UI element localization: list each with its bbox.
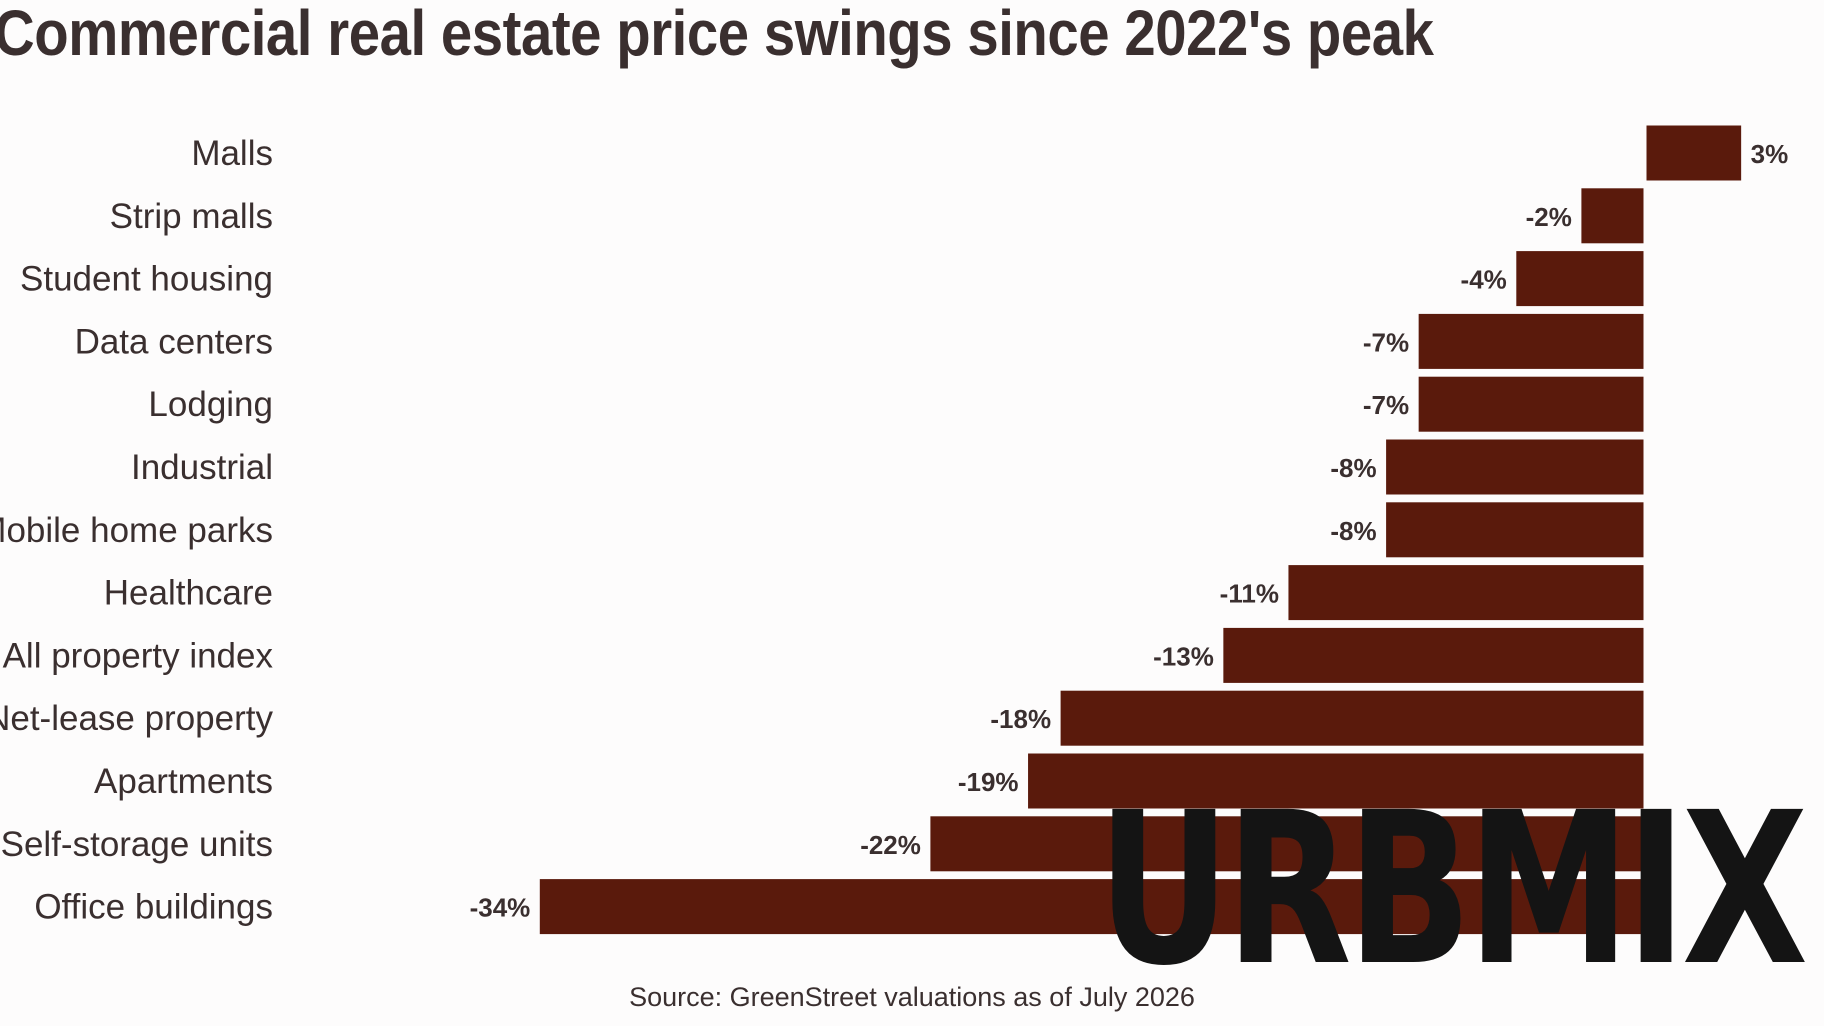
- category-label: Net-lease property: [0, 699, 273, 738]
- bar-healthcare: [1285, 562, 1647, 624]
- bar-net-lease-property: [1057, 687, 1647, 749]
- bar-malls: [1643, 122, 1745, 184]
- value-label: -18%: [990, 704, 1051, 734]
- value-label: -2%: [1526, 202, 1572, 232]
- value-label: -7%: [1363, 327, 1409, 357]
- category-label: Self-storage units: [1, 825, 273, 864]
- value-label: -8%: [1330, 516, 1376, 546]
- category-label: Data centers: [75, 322, 273, 361]
- category-label: Student housing: [20, 260, 273, 299]
- category-label: Lodging: [148, 385, 273, 424]
- value-label: -19%: [958, 767, 1019, 797]
- category-label: Industrial: [131, 448, 273, 487]
- value-label: -8%: [1330, 453, 1376, 483]
- value-label: -4%: [1461, 265, 1507, 295]
- value-label: 3%: [1751, 139, 1789, 169]
- bar-apartments: [1025, 750, 1647, 812]
- bar-industrial: [1383, 436, 1647, 498]
- bar-office-buildings: [536, 876, 1647, 938]
- bar-all-property-index: [1220, 624, 1647, 686]
- bar-mobile-home-parks: [1383, 499, 1647, 561]
- category-label: Apartments: [94, 762, 273, 801]
- category-label: Office buildings: [34, 888, 273, 927]
- source-note: Source: GreenStreet valuations as of Jul…: [629, 982, 1195, 1012]
- category-label: Strip malls: [110, 197, 273, 236]
- urbmix-watermark-logo: URBMIX: [1097, 767, 1808, 1012]
- value-label: -34%: [470, 893, 531, 923]
- bar-student-housing: [1513, 248, 1647, 310]
- category-label: All property index: [3, 636, 274, 675]
- bar-self-storage-units: [927, 813, 1647, 875]
- category-label: Mobile home parks: [0, 511, 273, 550]
- category-label: Healthcare: [104, 574, 273, 613]
- bar-data-centers: [1415, 310, 1647, 372]
- value-label: -11%: [1220, 579, 1279, 609]
- chart-title: Commercial real estate price swings sinc…: [0, 0, 1434, 69]
- bar-strip-malls: [1578, 185, 1647, 247]
- category-label: Malls: [191, 134, 273, 173]
- value-label: -13%: [1153, 641, 1214, 671]
- value-label: -22%: [860, 830, 921, 860]
- bar-lodging: [1415, 373, 1647, 435]
- value-label: -7%: [1363, 390, 1409, 420]
